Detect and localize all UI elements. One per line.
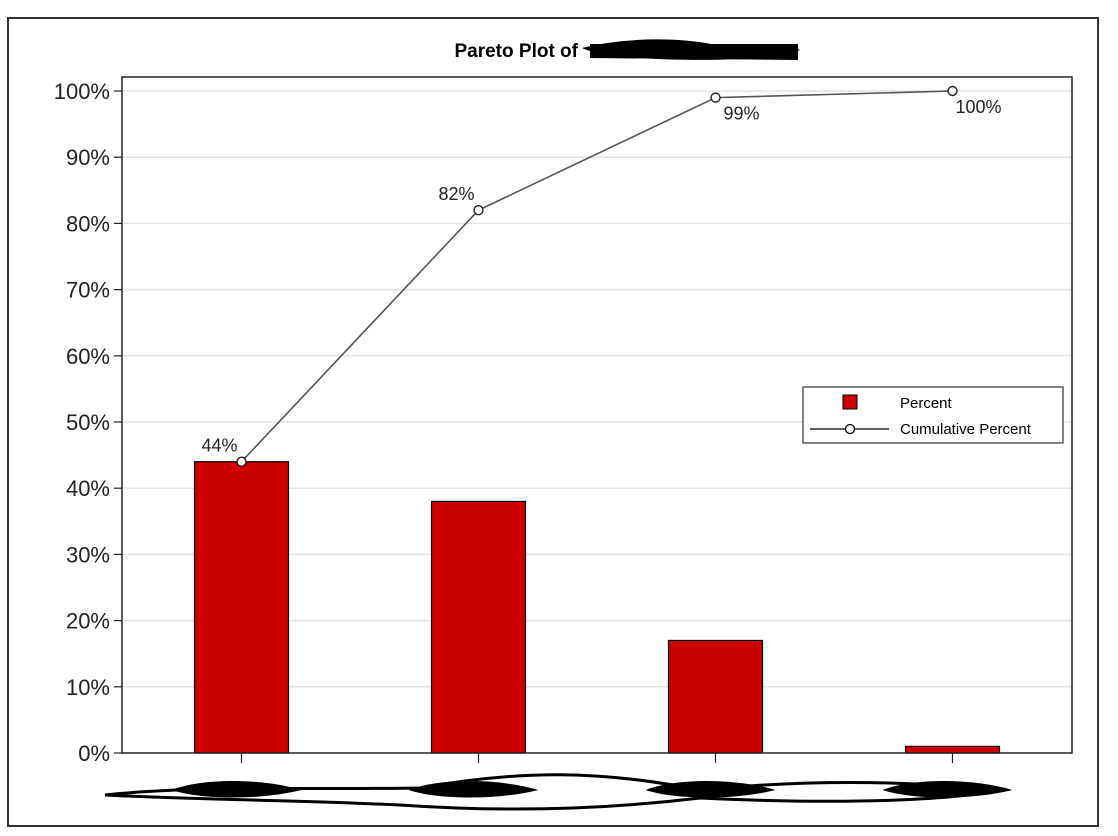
y-tick-label: 80% — [66, 211, 110, 236]
data-label: 99% — [723, 104, 759, 124]
category-label-redaction — [171, 781, 302, 798]
y-tick-label: 60% — [66, 344, 110, 369]
cumulative-marker — [710, 92, 721, 103]
legend-label-percent: Percent — [900, 395, 953, 412]
bar — [667, 639, 764, 754]
legend-marker-cumulative — [844, 423, 856, 435]
y-tick-label: 10% — [66, 675, 110, 700]
y-tick-label: 50% — [66, 410, 110, 435]
y-tick-label: 20% — [66, 609, 110, 634]
bar — [904, 745, 1001, 754]
legend-label-cumulative: Cumulative Percent — [900, 421, 1032, 438]
cumulative-marker — [473, 204, 484, 216]
legend: Percent Cumulative Percent — [802, 386, 1064, 444]
category-label-scribbles — [171, 781, 1013, 798]
data-label: 100% — [955, 97, 1001, 117]
y-tick-label: 30% — [66, 542, 110, 567]
category-label-redaction — [882, 781, 1013, 798]
data-label: 82% — [438, 184, 474, 204]
chart-title: Pareto Plot of — [454, 41, 578, 62]
bar — [193, 461, 290, 754]
category-label-redaction — [408, 781, 539, 798]
category-label-redaction — [645, 781, 776, 798]
cumulative-marker — [947, 85, 958, 97]
y-tick-label: 40% — [66, 476, 110, 501]
bar — [430, 500, 527, 754]
data-label: 44% — [201, 436, 237, 456]
y-tick-label: 0% — [78, 741, 110, 766]
title-redaction-scribble — [582, 39, 800, 60]
y-tick-label: 90% — [66, 145, 110, 170]
y-tick-label: 100% — [54, 79, 110, 104]
plot-area-frame — [121, 76, 1073, 754]
cumulative-marker — [236, 456, 247, 467]
legend-swatch-percent — [842, 394, 858, 410]
y-tick-label: 70% — [66, 278, 110, 303]
chart-title-group: Pareto Plot of — [454, 39, 800, 62]
cumulative-line — [240, 90, 953, 463]
